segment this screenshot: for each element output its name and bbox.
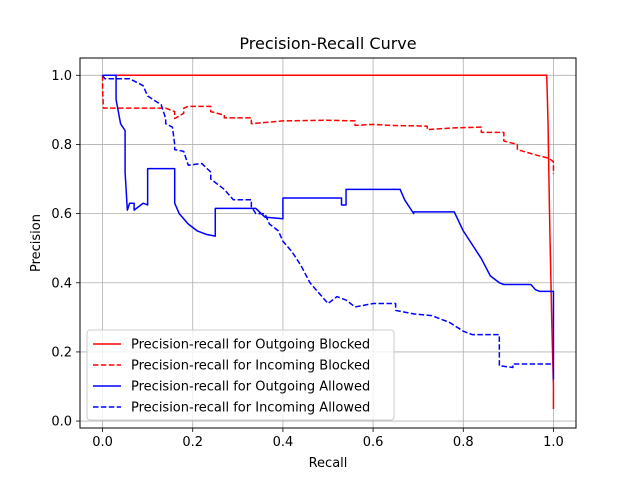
- series-line-incoming-allowed: [101, 74, 554, 369]
- series-lines: [101, 74, 555, 409]
- x-tick-label: 0.0: [92, 435, 113, 450]
- y-tick-label: 0.6: [51, 207, 72, 222]
- y-tick-label: 0.0: [51, 415, 72, 430]
- legend-label: Precision-recall for Incoming Blocked: [131, 359, 370, 374]
- x-tick-label: 0.4: [273, 435, 294, 450]
- x-tick-label: 0.2: [182, 435, 203, 450]
- series-line-incoming-blocked: [101, 75, 555, 174]
- legend: Precision-recall for Outgoing Blocked Pre…: [86, 329, 395, 421]
- legend-box: [86, 329, 395, 421]
- plot-area-frame: [79, 57, 577, 429]
- x-tick-label: 1.0: [543, 435, 564, 450]
- x-tick-label: 0.6: [363, 435, 384, 450]
- y-tick-label: 0.2: [51, 345, 72, 360]
- x-tick-label: 0.8: [453, 435, 474, 450]
- x-axis-label: Recall: [309, 456, 348, 471]
- legend-label: Precision-recall for Outgoing Blocked: [131, 338, 370, 353]
- legend-label: Precision-recall for Outgoing Allowed: [131, 380, 370, 395]
- series-line-outgoing-allowed: [102, 74, 555, 380]
- axis-ticks: 0.0 0.2 0.4 0.6 0.8 1.0 0.0 0.2 0.4 0.6 0.8 1.0: [51, 69, 563, 450]
- legend-label: Precision-recall for Incoming Allowed: [131, 401, 370, 416]
- y-tick-label: 0.8: [51, 138, 72, 153]
- y-axis-label: Precision: [29, 214, 44, 272]
- chart-title: Precision-Recall Curve: [239, 34, 416, 53]
- y-tick-label: 1.0: [51, 69, 72, 84]
- y-tick-label: 0.4: [51, 276, 72, 291]
